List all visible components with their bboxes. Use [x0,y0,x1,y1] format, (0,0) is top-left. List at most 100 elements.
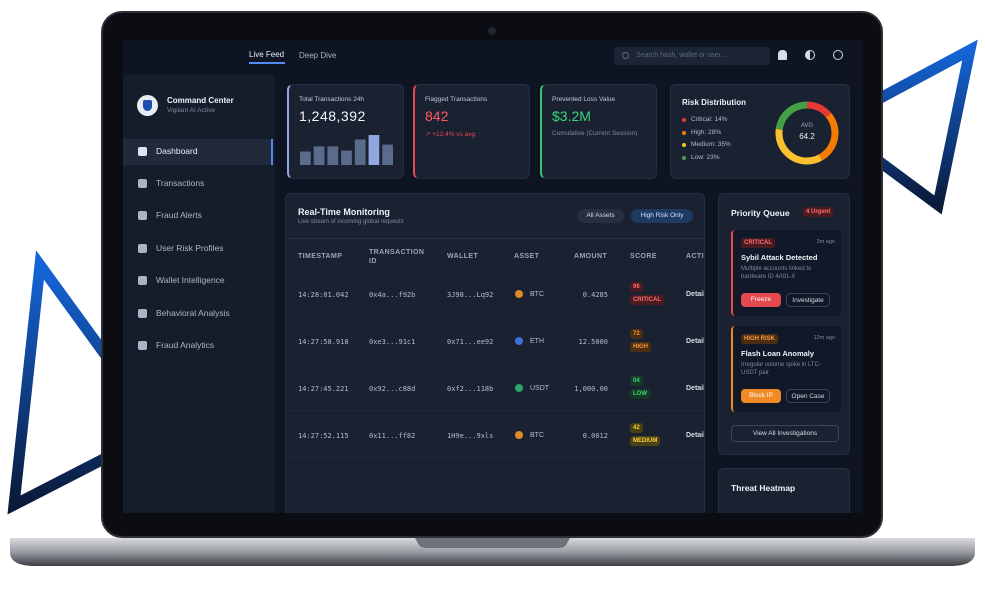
tab[interactable]: Live Feed [249,50,285,59]
row-divider [286,457,704,458]
score-level: MEDIUM [630,436,661,446]
kpi-value: 1,248,392 [299,108,366,124]
priority-panel: Priority Queue 4 Urgent CRITICAL 2m ago Sy… [718,193,850,455]
kpi-card: Prevented Loss Value $3.2M Cumulative (C… [540,84,657,179]
view-all-button[interactable]: View All Investigations [731,425,839,442]
cell-timestamp: 14:27:58.918 [298,338,349,346]
user-icon[interactable] [833,50,843,60]
asset-icon [515,384,523,392]
nav-icon [138,244,147,253]
nav-item[interactable]: User Risk Profiles [123,236,271,262]
cell-asset: USDT [530,385,550,392]
cell-tx-id: 0x4a...f92b [369,291,416,299]
kpi-card: Total Transactions 24h 1,248,392 [287,84,404,179]
shield [143,100,152,111]
nav-item[interactable]: Transactions [123,171,271,197]
action-button[interactable]: Investigate [786,293,830,307]
filter-button[interactable]: All Assets [577,209,624,223]
donut-segment [775,101,839,165]
legend-dot [682,155,686,160]
nav-item[interactable]: Fraud Alerts [123,203,271,229]
theme-icon[interactable] [805,50,815,60]
filter-button[interactable]: High Risk Only [631,209,693,223]
search-icon [622,52,629,59]
legend-label: Low: 23% [691,153,720,161]
asset-icon [515,431,523,439]
cell-timestamp: 14:27:45.221 [298,385,349,393]
search-box[interactable]: Search hash, wallet or user... [614,47,770,65]
spark-bar [300,151,311,165]
alert-text: Irregular volume spike in LTC-USDT pair [741,362,821,376]
cell-tx-id: 0x11...ff82 [369,432,416,440]
brand-subtitle: Vigilant AI Active [167,107,215,114]
brand-icon [137,95,158,116]
cell-amount: 1,000.00 [574,385,608,393]
alert-time: 2m ago [816,239,835,245]
camera [488,27,496,35]
kpi-value: 842 [425,108,449,124]
row-divider [286,363,704,364]
score-level: CRITICAL [630,295,664,305]
cell-wallet: 1H9e...9xls [447,432,494,440]
spark-bar [341,150,352,165]
column-header: ASSET [514,253,540,260]
monitoring-panel: Real-Time Monitoring Live stream of inco… [285,193,705,513]
nav-icon [138,309,147,318]
score-value: 04 [630,376,643,386]
legend-label: High: 28% [691,128,721,136]
panel-title: Real-Time Monitoring [298,207,390,217]
nav-item[interactable]: Dashboard [123,139,273,165]
legend-label: Critical: 14% [691,116,728,123]
action-button[interactable]: Freeze [741,293,781,307]
action-button[interactable]: Block IP [741,389,781,403]
cell-tx-id: 0xe3...91c1 [369,338,416,346]
triangle-left [7,250,169,515]
cell-asset: BTC [530,432,544,439]
risk-card: Risk Distribution Critical: 14% High: 28%… [670,84,850,179]
legend-dot [682,130,686,135]
alert-title: Sybil Attack Detected [741,253,818,262]
nav-label: Dashboard [156,146,198,156]
details-link[interactable]: Details [686,291,704,298]
details-link[interactable]: Details [686,385,704,392]
column-header: WALLET [447,253,479,260]
cell-wallet: 3J98...Lq92 [447,291,494,299]
score-level: LOW [630,389,650,399]
spark-bar [327,146,339,165]
score-level: HIGH [630,342,651,352]
spark-bar [368,135,380,165]
action-button[interactable]: Open Case [786,389,830,403]
details-link[interactable]: Details [686,338,704,345]
kpi-value: $3.2M [552,108,591,124]
bell-icon[interactable] [778,50,787,60]
column-header: ACTIONS [686,253,704,260]
search-placeholder: Search hash, wallet or user... [636,52,727,59]
cell-asset: BTC [530,291,544,298]
panel-title: Threat Heatmap [731,483,796,493]
legend-dot [682,118,686,122]
nav-item[interactable]: Behavioral Analysis [123,301,271,327]
nav-icon [138,147,147,156]
sparkline [300,135,393,165]
nav-label: User Risk Profiles [156,243,224,253]
details-link[interactable]: Details [686,432,704,439]
cell-amount: 12.5000 [578,338,608,346]
nav-label: Fraud Alerts [156,210,202,220]
triangle-right [819,39,978,215]
nav-icon [138,179,147,188]
nav-item[interactable]: Wallet Intelligence [123,268,271,294]
laptop-base [10,538,975,566]
risk-title: Risk Distribution [682,98,747,107]
panel-subtitle: Live stream of incoming global requests [298,219,404,225]
donut-segment [775,101,839,165]
score-value: 42 [630,423,643,433]
nav-item[interactable]: Fraud Analytics [123,333,271,359]
panel-title: Priority Queue [731,208,790,218]
cell-tx-id: 0x92...c88d [369,385,416,393]
screen: Live Feed Deep Dive Search hash, wallet … [123,40,862,513]
kpi-note: Cumulative (Current Session) [552,130,638,137]
kpi-note: ↗ +12.4% vs avg [425,131,476,138]
donut-label: AVG [800,123,814,129]
tab[interactable]: Deep Dive [299,51,337,60]
column-header: TRANSACTION ID [369,249,425,265]
